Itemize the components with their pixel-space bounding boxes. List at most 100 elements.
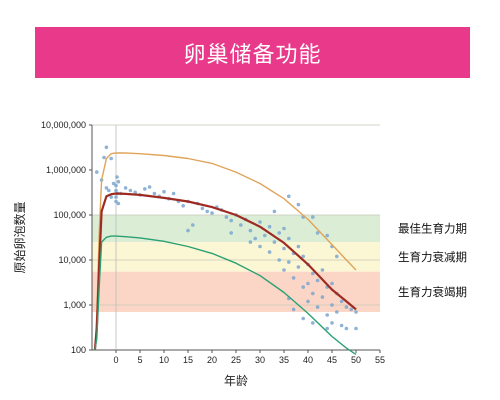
y-tick-label: 100,000 — [53, 210, 86, 220]
data-point — [181, 204, 185, 208]
data-point — [162, 189, 166, 194]
x-tick-label: 40 — [303, 355, 313, 365]
data-point — [111, 181, 116, 186]
data-point — [301, 316, 306, 321]
x-tick-label: 35 — [279, 355, 289, 365]
data-point — [325, 233, 330, 238]
title-banner: 卵巢储备功能 — [35, 27, 470, 78]
x-tick-label: 55 — [375, 355, 385, 365]
data-point — [339, 299, 344, 304]
data-point — [272, 240, 277, 244]
x-axis-title: 年龄 — [224, 374, 248, 388]
data-point — [123, 186, 128, 190]
data-point — [287, 194, 291, 199]
data-point — [311, 271, 315, 276]
data-point — [128, 188, 133, 193]
curves — [93, 152, 357, 355]
y-tick-label: 10,000 — [58, 255, 86, 265]
y-tick-label: 1,000,000 — [46, 165, 86, 175]
data-point — [104, 145, 109, 150]
data-point — [267, 224, 272, 229]
data-point — [339, 323, 344, 328]
data-point — [152, 191, 157, 196]
data-point — [191, 223, 195, 227]
data-point — [330, 281, 334, 286]
x-tick-label: 15 — [183, 355, 193, 365]
data-point — [253, 236, 257, 241]
data-point — [258, 220, 262, 224]
band-exhausted-fertility-label: 生育力衰竭期 — [398, 285, 467, 299]
data-point — [315, 305, 320, 309]
data-point — [287, 236, 291, 241]
data-point — [229, 231, 233, 235]
data-point — [315, 231, 320, 235]
x-tick-label: 10 — [159, 355, 169, 365]
data-point — [102, 155, 106, 160]
y-tick-label: 1,000 — [63, 300, 86, 310]
x-tick-label: 0 — [113, 355, 118, 365]
data-point — [349, 307, 354, 312]
data-point — [133, 190, 137, 195]
data-point — [171, 191, 176, 196]
x-tick-label: 25 — [231, 355, 241, 365]
data-point — [205, 209, 209, 214]
data-point — [335, 310, 339, 314]
data-point — [272, 209, 277, 214]
data-point — [325, 313, 330, 317]
data-point — [115, 175, 119, 179]
data-point — [354, 326, 358, 331]
data-point — [186, 228, 190, 233]
lower-bound-curve — [94, 235, 357, 355]
y-axis-title: 原始卵泡数量 — [12, 201, 27, 273]
data-point — [315, 278, 320, 283]
data-point — [330, 321, 334, 325]
data-point — [277, 231, 282, 235]
data-point — [107, 188, 111, 193]
data-point — [114, 183, 118, 188]
data-point — [354, 310, 358, 314]
data-point — [344, 305, 349, 309]
data-point — [311, 215, 315, 219]
data-point — [282, 226, 286, 231]
data-point — [114, 188, 118, 193]
data-point — [229, 218, 233, 223]
banner-title: 卵巢储备功能 — [183, 42, 322, 68]
y-tick-label: 10,000,000 — [41, 120, 86, 130]
data-point — [109, 156, 113, 161]
data-point — [301, 254, 306, 259]
data-point — [109, 195, 113, 199]
data-point — [306, 281, 310, 286]
data-point — [311, 291, 315, 296]
data-point — [325, 326, 330, 331]
data-point — [248, 240, 253, 244]
y-tick-label: 100 — [71, 345, 86, 355]
data-point — [306, 299, 310, 304]
data-point — [104, 186, 109, 190]
data-point — [311, 321, 315, 325]
data-point — [200, 206, 205, 211]
data-point — [296, 202, 301, 207]
data-point — [116, 201, 121, 206]
data-point — [263, 233, 267, 238]
data-point — [301, 285, 306, 289]
x-tick-label: 20 — [207, 355, 217, 365]
data-point — [114, 195, 118, 199]
data-point — [277, 258, 282, 262]
data-point — [116, 179, 121, 184]
band-optimal-fertility-label: 最佳生育力期 — [398, 222, 467, 236]
data-point — [143, 187, 147, 191]
band-declining-fertility-label: 生育力衰减期 — [398, 250, 467, 264]
x-tick-label: 30 — [255, 355, 265, 365]
data-point — [95, 170, 99, 174]
data-point — [282, 246, 286, 251]
data-point — [287, 260, 291, 264]
data-point — [320, 295, 325, 299]
x-tick-label: 45 — [327, 355, 337, 365]
axes: 1001,00010,000100,0001,000,00010,000,000… — [41, 120, 385, 365]
data-point — [114, 199, 118, 204]
data-point — [291, 276, 296, 280]
data-point — [282, 268, 286, 272]
data-point — [335, 254, 339, 259]
